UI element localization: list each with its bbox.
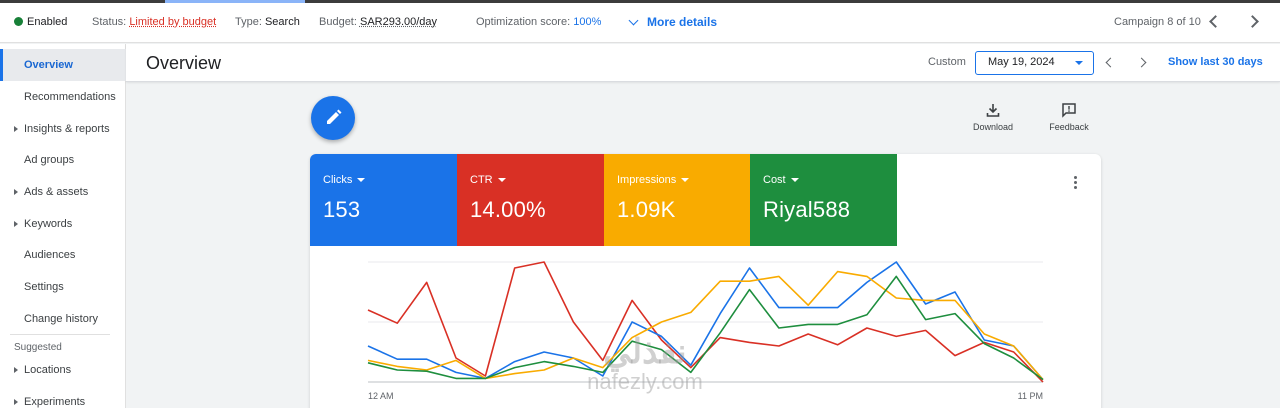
enabled-label: Enabled [27, 16, 68, 28]
expand-arrow-icon [14, 221, 18, 227]
feedback-icon [1062, 103, 1076, 118]
sidebar-divider [10, 334, 110, 335]
date-range-type-label: Custom [928, 56, 966, 68]
metric-label: CTR [470, 174, 493, 186]
budget-value[interactable]: SAR293.00/day [359, 16, 438, 28]
edit-fab-button[interactable] [311, 96, 355, 140]
sidebar-item-insights-reports[interactable]: Insights & reports [0, 113, 126, 145]
sidebar-item-recommendations[interactable]: Recommendations [0, 81, 126, 113]
more-options-kebab-icon[interactable] [1068, 176, 1082, 194]
sidebar-item-change-history[interactable]: Change history [0, 303, 126, 335]
expand-arrow-icon [14, 189, 18, 195]
metric-card-cost[interactable]: Cost Riyal588 [750, 154, 897, 246]
performance-card: Clicks 153 CTR 14.00% Impressions 1.09K … [310, 154, 1101, 408]
dropdown-caret-icon [790, 178, 799, 182]
impressions-series-line [367, 270, 1044, 381]
metric-card-impressions[interactable]: Impressions 1.09K [604, 154, 751, 246]
metric-value: Riyal588 [763, 197, 851, 222]
type-key: Type: [235, 16, 262, 28]
sidebar-item-label: Recommendations [24, 91, 116, 103]
sidebar-item-label: Change history [24, 313, 98, 325]
page-title: Overview [146, 53, 222, 73]
metric-label: Impressions [617, 174, 677, 186]
chevron-down-icon [628, 15, 639, 26]
metric-value: 1.09K [617, 197, 676, 222]
feedback-button[interactable]: Feedback [1039, 102, 1099, 132]
sidebar-item-audiences[interactable]: Audiences [0, 239, 126, 271]
budget-field[interactable]: Budget: SAR293.00/day [319, 16, 437, 28]
sidebar-item-label: Insights & reports [24, 123, 110, 135]
expand-arrow-icon [14, 367, 18, 373]
sidebar-item-label: Audiences [24, 249, 76, 261]
show-last-30-days-button[interactable]: Show last 30 days [1168, 56, 1263, 68]
clicks-series-line [367, 261, 1044, 381]
metric-card-clicks[interactable]: Clicks 153 [310, 154, 457, 246]
cost-series-line [367, 275, 1044, 381]
campaign-counter-text: Campaign 8 of 10 [1114, 16, 1201, 28]
overview-header: Overview Custom May 19, 2024 Show last 3… [126, 44, 1280, 82]
feedback-label: Feedback [1049, 122, 1089, 132]
dropdown-caret-icon [681, 178, 690, 182]
sidebar-item-overview[interactable]: Overview [0, 49, 126, 81]
metric-value: 14.00% [470, 197, 546, 222]
date-range-select[interactable]: May 19, 2024 [975, 51, 1094, 75]
campaign-status-bar: Enabled Status: Limited by budget Type: … [0, 0, 1280, 43]
sidebar-item-experiments[interactable]: Experiments [0, 386, 126, 408]
sidebar-item-label: Experiments [24, 396, 86, 408]
sidebar-item-label: Overview [24, 59, 73, 71]
metric-value: 153 [323, 197, 361, 222]
dropdown-caret-icon [357, 178, 366, 182]
sidebar-item-ads-assets[interactable]: Ads & assets [0, 176, 126, 208]
type-field: Type: Search [235, 16, 300, 28]
enabled-dot-icon [14, 17, 23, 26]
more-details-label: More details [647, 15, 718, 29]
optimization-value[interactable]: 100% [573, 16, 602, 28]
status-field[interactable]: Status: Limited by budget [92, 16, 216, 28]
expand-arrow-icon [14, 399, 18, 405]
pencil-icon [327, 109, 342, 124]
x-axis-end-label: 11 PM [1018, 391, 1043, 401]
previous-date-chevron-icon[interactable] [1104, 57, 1116, 69]
metric-label: Cost [763, 174, 786, 186]
dropdown-caret-icon [1075, 61, 1083, 65]
sidebar-item-ad-groups[interactable]: Ad groups [0, 144, 126, 176]
sidebar-item-label: Keywords [24, 218, 73, 230]
top-loading-indicator [165, 0, 305, 3]
download-icon [986, 104, 1000, 117]
status-key: Status: [92, 16, 127, 28]
status-value[interactable]: Limited by budget [129, 16, 217, 28]
performance-line-chart: 12 AM 11 PM [367, 261, 1044, 401]
sidebar-nav: Overview Recommendations Insights & repo… [0, 44, 126, 408]
metric-card-ctr[interactable]: CTR 14.00% [457, 154, 604, 246]
expand-arrow-icon [14, 126, 18, 132]
optimization-score-field[interactable]: Optimization score: 100% [476, 16, 601, 28]
x-axis-start-label: 12 AM [368, 391, 394, 401]
sidebar-item-label: Ad groups [24, 154, 75, 166]
download-button[interactable]: Download [963, 102, 1023, 132]
sidebar-item-settings[interactable]: Settings [0, 271, 126, 303]
next-campaign-chevron-icon[interactable] [1248, 15, 1260, 27]
previous-campaign-chevron-icon[interactable] [1208, 15, 1220, 27]
sidebar-item-label: Settings [24, 281, 64, 293]
budget-key: Budget: [319, 16, 357, 28]
date-range-value: May 19, 2024 [988, 56, 1055, 68]
sidebar-item-locations[interactable]: Locations [0, 354, 126, 386]
enabled-status[interactable]: Enabled [14, 16, 67, 28]
campaign-counter: Campaign 8 of 10 [1114, 16, 1201, 28]
sidebar-item-keywords[interactable]: Keywords [0, 208, 126, 240]
top-loading-bar [0, 0, 1280, 3]
suggested-section-heading: Suggested [14, 342, 62, 353]
next-date-chevron-icon[interactable] [1138, 57, 1150, 69]
dropdown-caret-icon [497, 178, 506, 182]
metric-label: Clicks [323, 174, 353, 186]
download-label: Download [972, 122, 1014, 132]
more-details-button[interactable]: More details [628, 15, 718, 29]
type-value: Search [264, 16, 300, 28]
sidebar-item-label: Locations [24, 364, 72, 376]
sidebar-item-label: Ads & assets [24, 186, 89, 198]
optimization-key: Optimization score: [476, 16, 571, 28]
